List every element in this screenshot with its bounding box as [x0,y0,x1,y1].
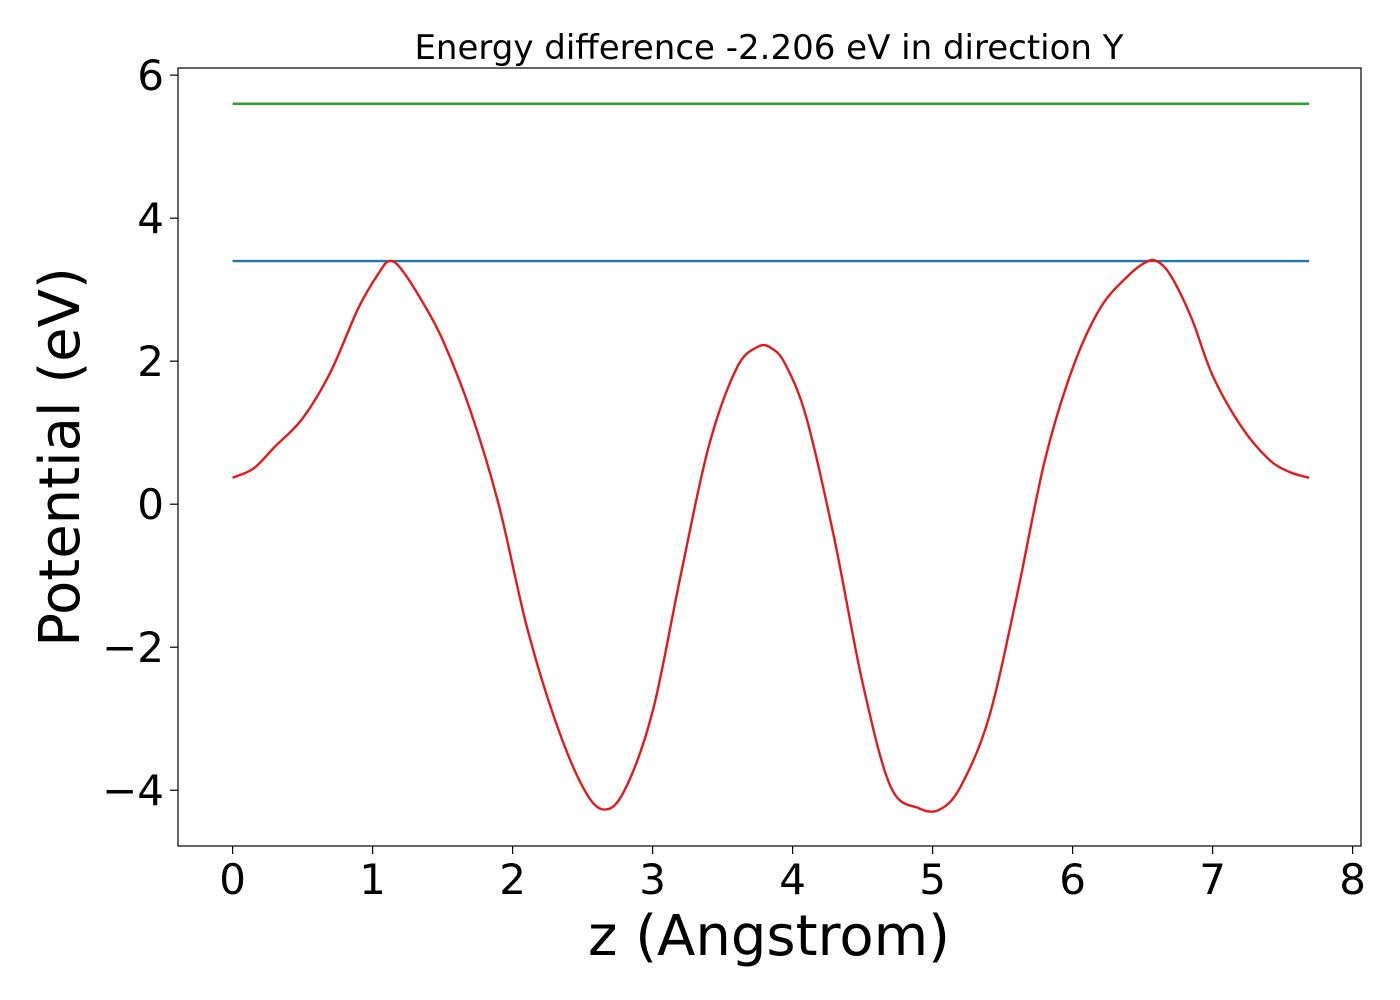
x-axis-label: z (Angstrom) [588,904,950,969]
chart-title: Energy difference -2.206 eV in direction… [414,28,1123,68]
y-tick-label: 0 [137,480,164,529]
x-tick-label: 0 [219,855,246,904]
series-line-3 [232,258,1310,813]
y-tick-label: 6 [137,51,164,100]
x-tick-label: 5 [919,855,946,904]
y-axis-label: Potential (eV) [28,267,93,647]
x-tick-label: 7 [1199,855,1226,904]
x-tick-label: 1 [359,855,386,904]
x-tick-label: 2 [499,855,526,904]
y-axis-ticks: −4 −2 0 2 4 6 [102,51,178,815]
x-tick-label: 6 [1059,855,1086,904]
series-layer [232,102,1310,813]
y-tick-label: −4 [102,766,164,815]
plot-area [177,67,1362,847]
y-tick-label: 4 [137,194,164,243]
plot-frame [177,67,1362,847]
x-tick-label: 4 [779,855,806,904]
x-axis-ticks: 0 1 2 3 4 5 6 7 8 [219,846,1366,904]
x-tick-label: 8 [1339,855,1366,904]
y-tick-label: 2 [137,337,164,386]
x-tick-label: 3 [639,855,666,904]
y-tick-label: −2 [102,623,164,672]
